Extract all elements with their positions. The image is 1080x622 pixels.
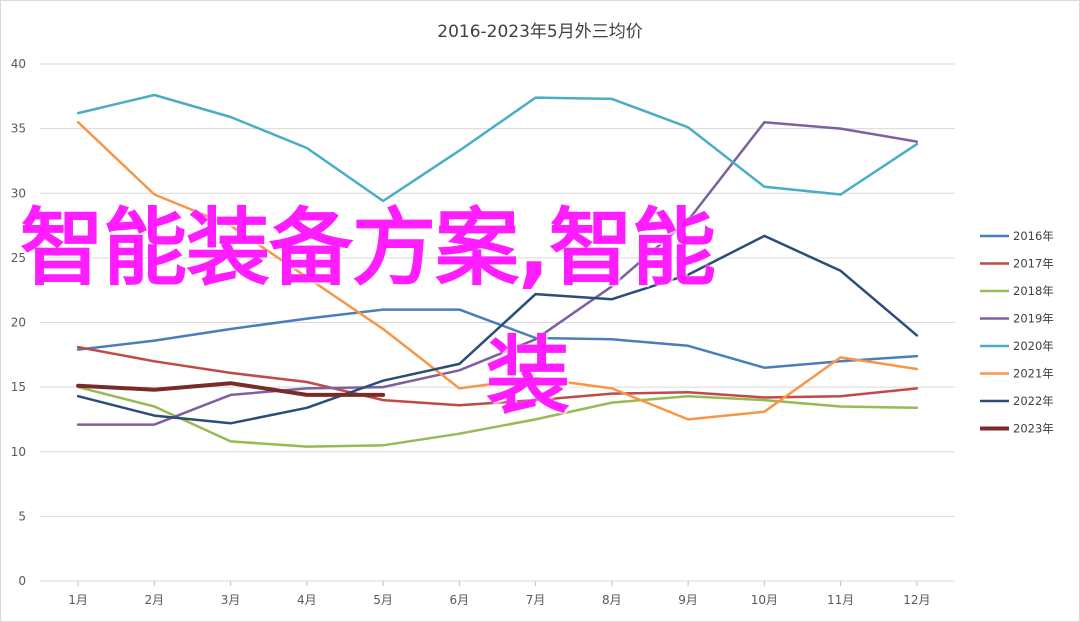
x-tick-label: 1月 <box>68 593 88 607</box>
x-tick-label: 2月 <box>145 593 165 607</box>
y-tick-label: 20 <box>11 316 26 330</box>
x-tick-label: 7月 <box>526 593 546 607</box>
legend: 2016年 2017年 2018年 2019年 2020年 2021年 2022年 2023年 <box>980 229 1054 436</box>
series-line-2022年 <box>76 234 919 425</box>
chart-title: 2016-2023年5月外三均价 <box>437 22 642 42</box>
series-line-2023年 <box>76 381 386 397</box>
x-tick-label: 8月 <box>602 593 622 607</box>
y-axis-tick-labels: 0 5 10 15 20 25 30 35 40 <box>11 57 26 588</box>
overlay-headline-continued: 装 <box>486 327 571 425</box>
legend-label: 2019年 <box>1013 312 1054 326</box>
x-tick-label: 4月 <box>297 593 317 607</box>
series-line-2021年 <box>76 120 919 421</box>
series-line-2020年 <box>76 93 919 203</box>
y-tick-label: 35 <box>11 122 26 136</box>
y-tick-label: 30 <box>11 186 26 200</box>
x-axis-tick-labels: 1月 2月 3月 4月 5月 6月 7月 8月 9月 10月 11月 12月 <box>68 581 931 607</box>
series-lines <box>76 93 919 448</box>
x-tick-label: 3月 <box>221 593 241 607</box>
y-tick-label: 0 <box>18 574 26 588</box>
series-line-2016年 <box>76 308 919 369</box>
overlay-headline: 智能装备方案,智能 <box>20 199 716 297</box>
x-tick-label: 10月 <box>751 593 778 607</box>
series-line-2017年 <box>76 345 919 407</box>
y-tick-label: 40 <box>11 57 26 71</box>
y-tick-label: 10 <box>11 445 26 459</box>
legend-label: 2022年 <box>1013 394 1054 408</box>
series-line-2019年 <box>76 120 919 426</box>
y-tick-label: 25 <box>11 251 26 265</box>
x-tick-label: 11月 <box>827 593 854 607</box>
legend-label: 2016年 <box>1013 229 1054 243</box>
x-tick-label: 12月 <box>903 593 930 607</box>
y-tick-label: 15 <box>11 380 26 394</box>
legend-label: 2021年 <box>1013 367 1054 381</box>
legend-label: 2020年 <box>1013 339 1054 353</box>
legend-label: 2018年 <box>1013 284 1054 298</box>
x-tick-label: 6月 <box>450 593 470 607</box>
x-tick-label: 5月 <box>373 593 393 607</box>
y-tick-label: 5 <box>18 509 26 523</box>
legend-label: 2017年 <box>1013 257 1054 271</box>
x-tick-label: 9月 <box>678 593 698 607</box>
legend-label: 2023年 <box>1013 422 1054 436</box>
